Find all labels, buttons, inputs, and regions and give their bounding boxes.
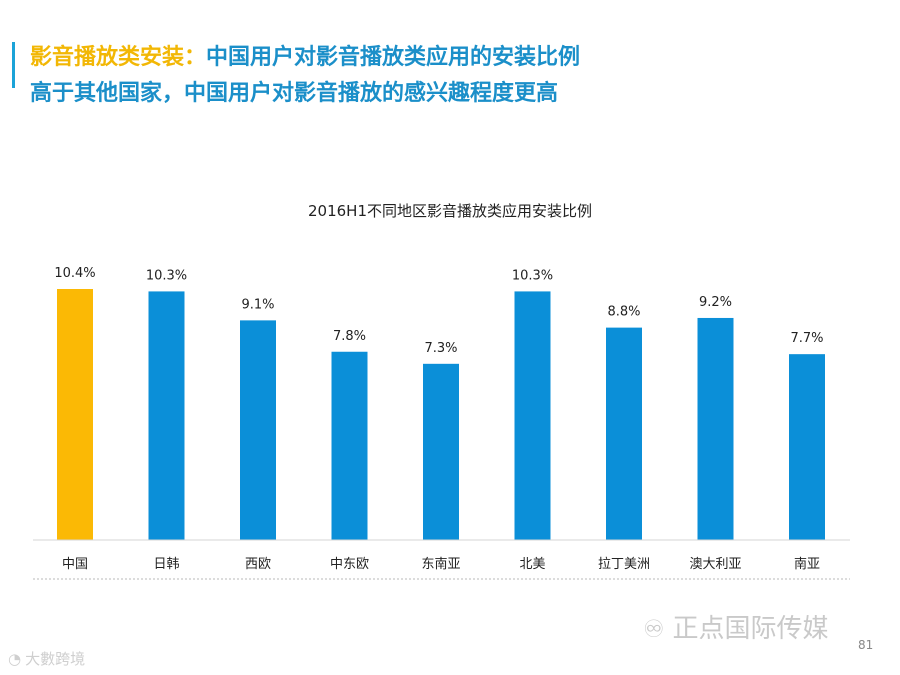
bar-1	[148, 291, 185, 540]
headline-line-1: 影音播放类安装：中国用户对影音播放类应用的安装比例	[30, 40, 580, 76]
headline-line-1-text: 中国用户对影音播放类应用的安装比例	[206, 45, 581, 70]
bar-0	[57, 289, 93, 540]
bar-7	[697, 317, 734, 540]
category-label-3: 中东欧	[330, 557, 369, 572]
value-label-4: 7.3%	[424, 341, 457, 356]
value-label-8: 7.7%	[790, 331, 823, 346]
bar-4	[423, 363, 459, 540]
category-label-4: 东南亚	[421, 556, 460, 572]
headline: 影音播放类安装：中国用户对影音播放类应用的安装比例 高于其他国家，中国用户对影音…	[30, 40, 580, 112]
value-label-0: 10.4%	[54, 266, 95, 281]
category-label-8: 南亚	[794, 556, 820, 572]
page-number: 81	[858, 638, 874, 652]
chart-title: 2016H1不同地区影音播放类应用安装比例	[308, 202, 592, 220]
bars-group	[57, 289, 825, 540]
watermark-text: 正点国际传媒	[672, 614, 829, 644]
value-label-7: 9.2%	[699, 295, 732, 310]
value-label-2: 9.1%	[241, 297, 274, 312]
accent-bar	[12, 42, 15, 88]
category-label-5: 北美	[519, 557, 545, 572]
corner-logo: ◔ 大數跨境	[8, 648, 85, 669]
category-label-0: 中国	[62, 557, 88, 572]
logo-mark-icon: ◔	[8, 650, 22, 668]
headline-line-2: 高于其他国家，中国用户对影音播放的感兴趣程度更高	[30, 81, 559, 106]
value-label-6: 8.8%	[607, 305, 640, 320]
corner-logo-text: 大數跨境	[25, 650, 86, 668]
headline-highlight: 影音播放类安装：	[30, 45, 207, 70]
value-label-1: 10.3%	[146, 268, 187, 283]
category-labels-group: 中国 日韩 西欧 中东欧 东南亚 北美 拉丁美洲 澳大利亚 南亚	[62, 556, 820, 572]
watermark: ♾ 正点国际传媒	[643, 608, 829, 645]
bar-8	[789, 354, 825, 540]
category-label-1: 日韩	[153, 557, 179, 572]
category-label-6: 拉丁美洲	[598, 557, 650, 572]
bar-3	[331, 351, 368, 540]
bar-6	[606, 327, 642, 540]
value-label-3: 7.8%	[333, 329, 366, 344]
wechat-icon: ♾	[643, 615, 665, 643]
value-label-5: 10.3%	[512, 268, 553, 283]
bar-5	[514, 291, 551, 540]
category-label-7: 澳大利亚	[689, 556, 741, 572]
category-label-2: 西欧	[245, 557, 271, 572]
bar-2	[240, 320, 276, 540]
value-labels-group: 10.4% 10.3% 9.1% 7.8% 7.3% 10.3% 8.8% 9.2% 7.7%	[54, 266, 823, 356]
